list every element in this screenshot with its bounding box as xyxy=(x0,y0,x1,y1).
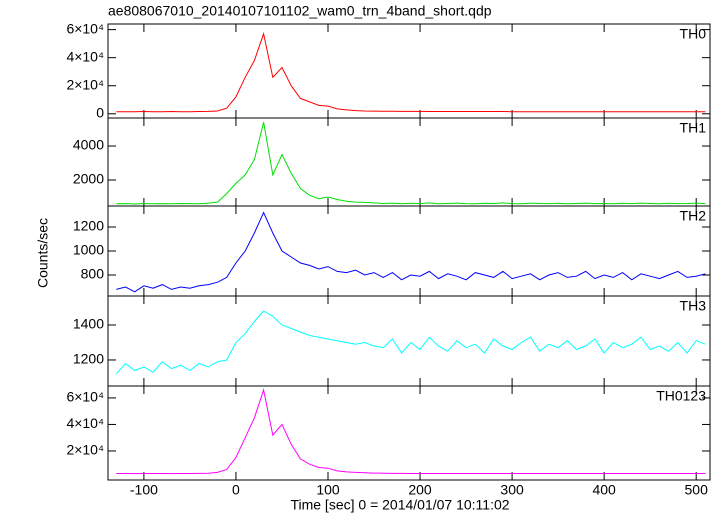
panel-frame xyxy=(107,295,711,387)
chart-title: ae808067010_20140107101102_wam0_trn_4ban… xyxy=(108,3,492,19)
y-tick-label: 4×10⁴ xyxy=(66,415,104,431)
y-tick-label: 1200 xyxy=(73,351,104,367)
y-tick-label: 2000 xyxy=(73,171,104,187)
data-line xyxy=(116,31,706,113)
y-tick-label: 1200 xyxy=(73,218,104,234)
y-tick-label: 6×10⁴ xyxy=(66,20,104,36)
x-tick-label: 0 xyxy=(232,482,240,498)
y-tick-label: 2×10⁴ xyxy=(66,76,104,92)
x-tick-label: 400 xyxy=(592,482,616,498)
y-tick-label: 800 xyxy=(81,266,105,282)
y-tick-label: 0 xyxy=(96,104,104,120)
panel-label: TH0123 xyxy=(656,388,706,404)
panel-frame xyxy=(107,117,711,207)
x-tick-label: 200 xyxy=(408,482,432,498)
y-tick-label: 4000 xyxy=(73,137,104,153)
x-tick-label: 300 xyxy=(500,482,524,498)
panel-label: TH1 xyxy=(680,120,707,136)
data-line xyxy=(116,388,706,475)
x-tick-label: 500 xyxy=(685,482,709,498)
y-tick-label: 1000 xyxy=(73,242,104,258)
panel-label: TH0 xyxy=(680,26,707,42)
y-tick-label: 2×10⁴ xyxy=(66,442,104,458)
panel-frame xyxy=(107,23,711,119)
x-axis-label: Time [sec] 0 = 2014/01/07 10:11:02 xyxy=(290,497,509,513)
panel-frame xyxy=(107,205,711,297)
y-tick-label: 4×10⁴ xyxy=(66,48,104,64)
panel-label: TH2 xyxy=(680,208,707,224)
y-tick-label: 1400 xyxy=(73,316,104,332)
panel-label: TH3 xyxy=(680,298,707,314)
y-tick-label: 6×10⁴ xyxy=(66,389,104,405)
x-tick-label: -100 xyxy=(130,482,158,498)
panel-frame xyxy=(107,385,711,481)
data-line xyxy=(116,211,706,293)
data-line xyxy=(115,310,706,375)
y-axis-label: Counts/sec xyxy=(35,218,51,288)
x-tick-label: 100 xyxy=(316,482,340,498)
data-line xyxy=(116,122,706,205)
